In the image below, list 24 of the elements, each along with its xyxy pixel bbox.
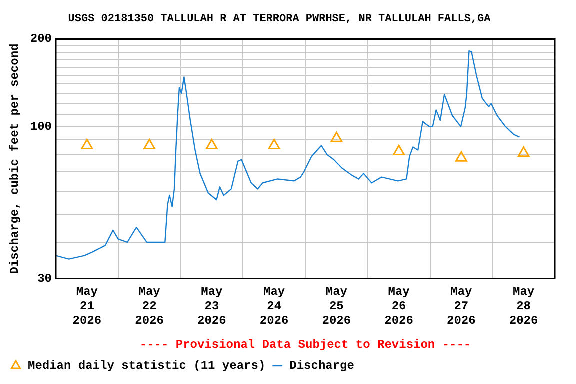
- x-tick-label: May 24 2026: [260, 285, 289, 328]
- y-axis-title: Discharge, cubic feet per second: [8, 44, 22, 274]
- point: [330, 132, 343, 142]
- point: [268, 139, 280, 150]
- point: [518, 146, 530, 158]
- x-tick-label: May 21 2026: [72, 285, 102, 328]
- point: [81, 139, 94, 150]
- point: [144, 139, 156, 150]
- x-tick-label: May 26 2026: [384, 285, 414, 328]
- y-tick-label: 100: [30, 120, 52, 134]
- x-tick-label: May 23 2026: [198, 285, 226, 328]
- x-tick-label: May 22 2026: [135, 285, 164, 328]
- chart-title: USGS 02181350 TALLULAH R AT TERRORA PWRHSE, NR TALLULAH FALLS,GA: [68, 13, 492, 26]
- y-tick-label: 30: [38, 272, 52, 286]
- x-tick-label: May 28 2026: [509, 285, 538, 328]
- point: [393, 145, 406, 156]
- x-tick-label: May 25 2026: [322, 285, 352, 328]
- legend-label: Median daily statistic (11 years): [28, 359, 266, 374]
- y-tick-label: 200: [30, 32, 52, 46]
- point: [206, 139, 218, 150]
- legend-label: Discharge: [290, 359, 354, 374]
- point: [455, 151, 468, 162]
- x-tick-label: May 27 2026: [447, 285, 476, 328]
- text: ---- Provisional Data Subject to Revision ----: [140, 338, 472, 352]
